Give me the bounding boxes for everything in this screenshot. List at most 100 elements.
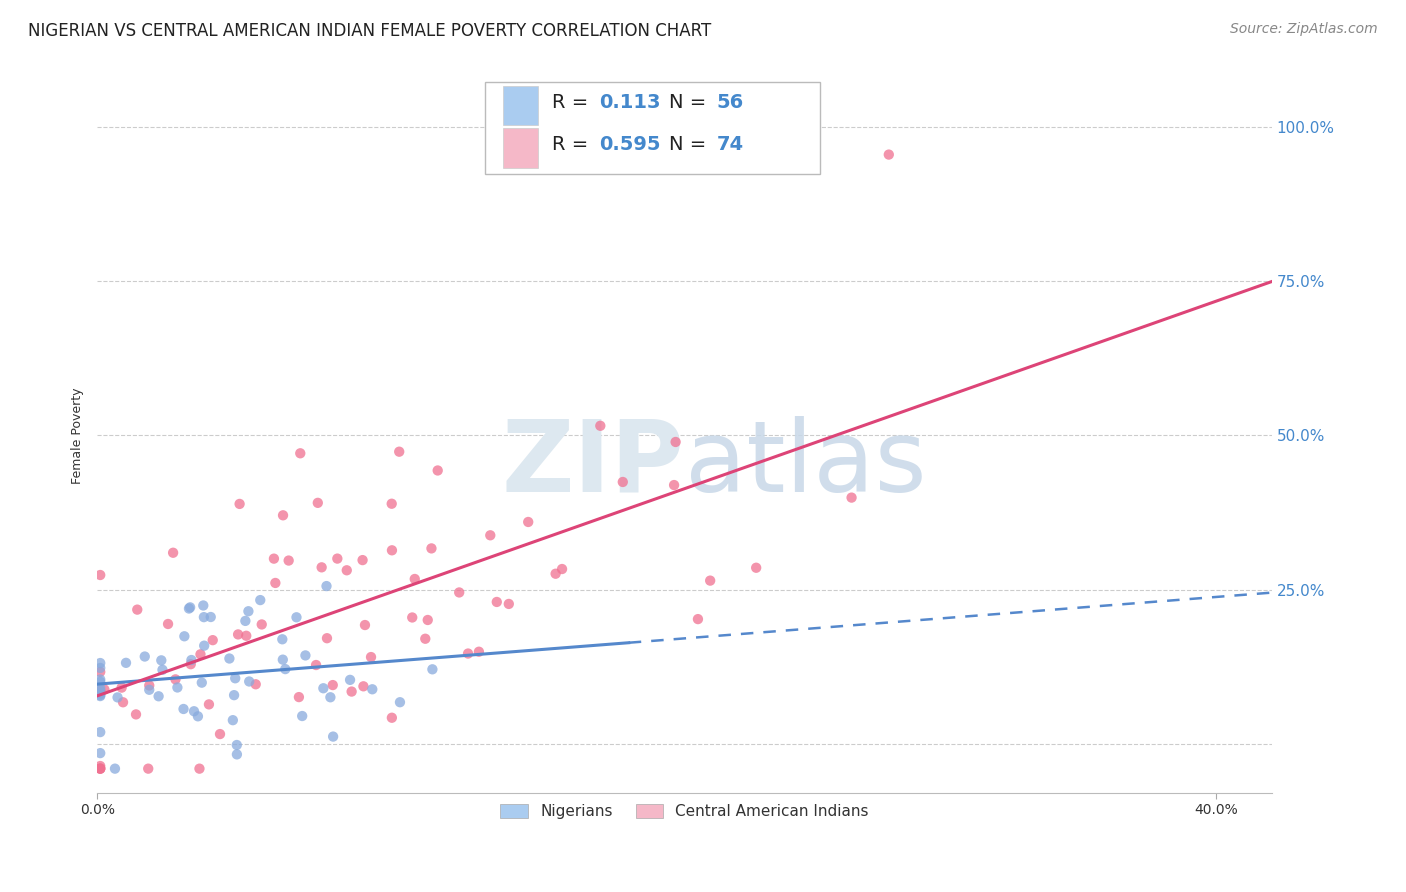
Point [173, 702, 195, 716]
Text: NIGERIAN VS CENTRAL AMERICAN INDIAN FEMALE POVERTY CORRELATION CHART: NIGERIAN VS CENTRAL AMERICAN INDIAN FEMA… [28, 22, 711, 40]
Point [312, 681, 335, 696]
Point [188, 762, 211, 776]
Point [89, 725, 111, 739]
Point [104, 762, 127, 776]
Text: R =: R = [553, 93, 595, 112]
Point [208, 727, 231, 741]
Point [485, 595, 508, 609]
Text: ZIP: ZIP [502, 416, 685, 513]
Point [354, 618, 377, 632]
FancyBboxPatch shape [502, 128, 538, 168]
Point [138, 682, 160, 697]
Point [193, 599, 215, 613]
Point [165, 673, 187, 687]
Point [89, 673, 111, 687]
Point [134, 649, 156, 664]
Point [179, 600, 201, 615]
Point [107, 690, 129, 705]
Point [238, 604, 260, 618]
Point [381, 543, 404, 558]
Point [89, 689, 111, 703]
Point [307, 496, 329, 510]
Point [225, 738, 247, 752]
Point [340, 684, 363, 698]
Point [589, 418, 612, 433]
Point [157, 617, 180, 632]
Text: 56: 56 [717, 93, 744, 112]
Text: R =: R = [553, 136, 595, 154]
Point [877, 147, 900, 161]
Point [336, 563, 359, 577]
Point [89, 746, 111, 760]
Point [235, 614, 257, 628]
Point [191, 675, 214, 690]
Point [264, 576, 287, 591]
Point [401, 610, 423, 624]
Point [322, 678, 344, 692]
Point [274, 662, 297, 676]
Point [127, 602, 149, 616]
FancyBboxPatch shape [502, 86, 538, 126]
Point [360, 650, 382, 665]
Point [228, 497, 250, 511]
Point [89, 568, 111, 582]
Text: N =: N = [669, 136, 713, 154]
Point [457, 647, 479, 661]
Point [291, 709, 314, 723]
Point [544, 566, 567, 581]
Point [152, 663, 174, 677]
Point [426, 463, 449, 477]
Point [89, 762, 111, 776]
Point [249, 593, 271, 607]
Point [201, 633, 224, 648]
Point [190, 648, 212, 662]
Text: 0.595: 0.595 [599, 136, 661, 154]
Point [288, 690, 311, 704]
Point [162, 546, 184, 560]
Point [271, 508, 294, 523]
Point [294, 648, 316, 663]
Point [89, 683, 111, 698]
Point [422, 662, 444, 676]
Text: Source: ZipAtlas.com: Source: ZipAtlas.com [1230, 22, 1378, 37]
Point [238, 674, 260, 689]
Point [235, 629, 257, 643]
Point [177, 601, 200, 615]
Point [115, 656, 138, 670]
Point [250, 617, 273, 632]
Point [381, 497, 404, 511]
Text: N =: N = [669, 93, 713, 112]
Point [686, 612, 709, 626]
Y-axis label: Female Poverty: Female Poverty [72, 387, 84, 483]
Point [319, 690, 342, 705]
Point [305, 658, 328, 673]
Point [699, 574, 721, 588]
Point [222, 688, 245, 702]
Point [89, 762, 111, 776]
Point [245, 677, 267, 691]
Point [388, 444, 411, 458]
Point [183, 704, 205, 718]
Point [150, 653, 173, 667]
Point [187, 709, 209, 723]
Point [277, 553, 299, 567]
Point [89, 759, 111, 773]
Point [498, 597, 520, 611]
Point [180, 653, 202, 667]
Point [271, 632, 294, 647]
Point [193, 639, 215, 653]
Point [352, 553, 374, 567]
Point [416, 613, 439, 627]
Text: atlas: atlas [685, 416, 927, 513]
Point [224, 671, 246, 685]
Point [89, 684, 111, 698]
Point [166, 681, 188, 695]
Point [200, 610, 222, 624]
Point [112, 695, 135, 709]
Point [361, 682, 384, 697]
Point [316, 631, 339, 645]
Point [841, 491, 863, 505]
Point [517, 515, 540, 529]
Point [226, 627, 249, 641]
Point [420, 541, 443, 556]
